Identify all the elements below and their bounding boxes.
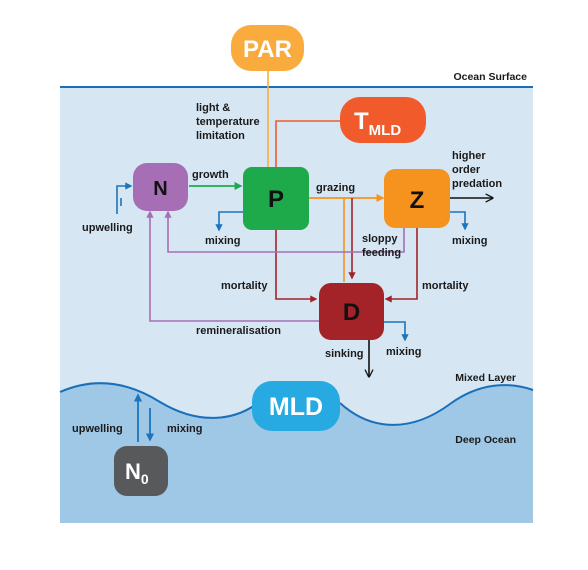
- phytoplankton-node: P: [243, 167, 309, 230]
- mixed-layer-label: Mixed Layer: [455, 372, 516, 384]
- z-mixing-arrow: [450, 211, 469, 231]
- detritus-label: D: [343, 299, 360, 326]
- deep-ocean-region: [60, 383, 533, 523]
- z-mortality-arrow: [384, 228, 418, 303]
- deep-ocean-label: Deep Ocean: [455, 434, 516, 446]
- mld-node: MLD: [252, 381, 340, 431]
- p-mortality-label: mortality: [221, 280, 268, 292]
- temperature-line: [275, 120, 340, 168]
- zooplankton-node: Z: [384, 169, 450, 228]
- n-upwelling-arrow: [116, 182, 133, 214]
- nutrient-label: N: [153, 178, 167, 200]
- sinking-label: sinking: [325, 348, 364, 360]
- flow-arrows: [116, 70, 492, 442]
- phytoplankton-label: P: [268, 186, 284, 213]
- zooplankton-label: Z: [410, 187, 425, 214]
- ocean-surface-label: Ocean Surface: [453, 71, 527, 83]
- deep-mixing-label: mixing: [167, 423, 202, 435]
- p-mixing-arrow: [215, 211, 243, 232]
- grazing-label: grazing: [316, 182, 355, 194]
- n-upwelling-label: upwelling: [82, 222, 133, 234]
- z-to-n-arrow: [164, 210, 405, 253]
- remineralisation-label: remineralisation: [196, 325, 281, 337]
- deep-upwelling-label: upwelling: [72, 423, 123, 435]
- temperature-label: TMLD: [354, 108, 401, 139]
- detritus-node: D: [319, 283, 384, 340]
- remineralisation-arrow: [146, 210, 319, 322]
- d-mixing-label: mixing: [386, 346, 421, 358]
- par-label: PAR: [243, 36, 292, 63]
- deep-nutrient-label: N0: [125, 459, 149, 487]
- deep-nutrient-node: N0: [114, 446, 168, 496]
- p-mixing-label: mixing: [205, 235, 240, 247]
- growth-label: growth: [192, 169, 229, 181]
- p-mortality-arrow: [275, 230, 318, 303]
- d-mixing-arrow: [384, 321, 409, 342]
- light-temperature-label: light & temperature limitation: [196, 102, 263, 142]
- mld-wave-line: [59, 382, 534, 426]
- mld-label: MLD: [269, 393, 323, 421]
- sloppy-feeding-label: sloppy feeding: [362, 233, 401, 259]
- higher-order-predation-label: higher order predation: [452, 150, 502, 190]
- par-node: PAR: [231, 25, 304, 71]
- temperature-node: TMLD: [340, 97, 426, 143]
- z-mortality-label: mortality: [422, 280, 469, 292]
- nutrient-node: N: [133, 163, 188, 211]
- z-mixing-label: mixing: [452, 235, 487, 247]
